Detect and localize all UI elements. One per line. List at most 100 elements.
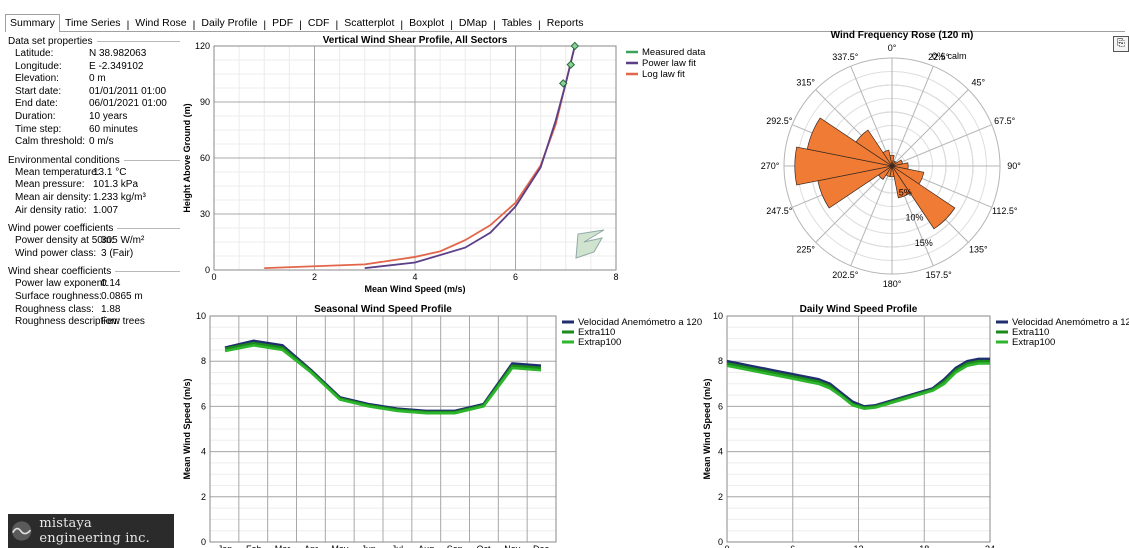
property-row: Calm threshold: 0 m/s: [8, 136, 180, 149]
y-tick-label: 6: [201, 401, 206, 411]
x-tick-label: Aug: [418, 544, 434, 548]
tab-separator: |: [299, 19, 302, 31]
series-line-2: [726, 362, 990, 410]
tab-cdf[interactable]: CDF: [307, 17, 330, 29]
watermark-shape: [575, 229, 605, 259]
legend-label: Power law fit: [642, 58, 696, 69]
y-tick-label: 0: [205, 265, 210, 275]
y-tick-label: 6: [718, 401, 723, 411]
calm-label: 0% calm: [932, 51, 967, 61]
legend-label: Extrap100: [578, 337, 621, 348]
property-row: Mean temperature: 13.1 °C: [8, 167, 180, 180]
property-row: Roughness class: 1.88: [8, 304, 180, 317]
property-row: Duration: 10 years: [8, 111, 180, 124]
plot-border: [209, 315, 557, 543]
x-tick-label: 0: [724, 544, 729, 548]
x-tick-label: 8: [613, 272, 618, 282]
legend-label: Log law fit: [642, 69, 685, 80]
watermark-icon: [575, 229, 605, 259]
rose-spoke: [891, 89, 969, 167]
tab-reports[interactable]: Reports: [546, 17, 584, 29]
property-row: Start date: 01/01/2011 01:00: [8, 86, 180, 99]
property-label: Time step:: [15, 123, 62, 135]
tab-time-series[interactable]: Time Series: [64, 17, 121, 29]
tab-tables[interactable]: Tables: [501, 17, 533, 29]
measured-point: [570, 41, 580, 51]
property-row: Latitude: N 38.982063: [8, 48, 180, 61]
legend-label: Extra110: [578, 327, 615, 338]
property-row: Time step: 60 minutes: [8, 124, 180, 137]
direction-label: 157.5°: [926, 270, 953, 280]
property-row: Mean air density: 1.233 kg/m³: [8, 192, 180, 205]
tab-daily-profile[interactable]: Daily Profile: [201, 17, 258, 29]
legend-label: Extra110: [1012, 327, 1049, 338]
chart-title: Seasonal Wind Speed Profile: [314, 304, 452, 315]
tab-separator: |: [126, 19, 130, 31]
property-label: Latitude:: [15, 48, 54, 59]
y-tick-label: 90: [200, 97, 210, 107]
x-tick-label: 6: [790, 544, 795, 548]
rose-sector: [891, 165, 911, 199]
property-value: 0 m: [89, 73, 106, 85]
tab-scatterplot[interactable]: Scatterplot: [344, 17, 395, 29]
direction-label: 135°: [969, 244, 988, 254]
vertical-shear-chart: Vertical Wind Shear Profile, All Sectors…: [180, 34, 710, 296]
tab-summary[interactable]: Summary: [5, 14, 60, 32]
direction-label: 337.5°: [832, 52, 859, 62]
property-label: Calm threshold:: [15, 136, 86, 148]
y-tick-label: 30: [200, 209, 210, 219]
tab-wind-rose[interactable]: Wind Rose: [135, 17, 187, 29]
summary-panel: Data set properties Latitude: N 38.982063…: [8, 36, 180, 335]
tab-separator: |: [492, 19, 496, 31]
property-row: Mean pressure: 101.3 kPa: [8, 179, 180, 192]
property-label: Roughness class:: [15, 303, 94, 315]
property-label: End date:: [15, 98, 58, 110]
property-label: Duration:: [15, 110, 56, 122]
rose-spoke: [850, 165, 893, 266]
logo-text: mistaya engineering inc.: [39, 516, 150, 546]
rose-sector: [794, 146, 893, 186]
x-tick-label: 18: [919, 544, 929, 548]
property-value: 1.007: [93, 204, 119, 216]
direction-label: 0°: [888, 43, 897, 53]
x-tick-label: Jul: [392, 544, 404, 548]
plot-border: [726, 315, 991, 543]
wind-power-title: Wind power coefficients: [8, 223, 114, 235]
y-tick-label: 8: [718, 356, 723, 366]
property-row: Wind power class: 3 (Fair): [8, 248, 180, 261]
legend-label: Velocidad Anemómetro a 120: [578, 317, 702, 328]
series-line-0: [726, 357, 990, 408]
company-logo: mistaya engineering inc.: [8, 514, 174, 548]
tab-bar: Summary Time Series | Wind Rose | Daily Profi…: [5, 13, 1125, 32]
tab-separator: |: [263, 19, 267, 31]
tab-dmap[interactable]: DMap: [458, 17, 487, 29]
environmental-conditions-title: Environmental conditions: [8, 154, 120, 166]
tab-separator: |: [400, 19, 404, 31]
y-tick-label: 4: [201, 447, 206, 457]
rose-sector: [891, 165, 956, 230]
tab-boxplot[interactable]: Boxplot: [409, 17, 445, 29]
dataset-properties-group: Data set properties Latitude: N 38.982063…: [8, 36, 180, 149]
ring-label: 10%: [905, 213, 923, 223]
x-tick-label: Oct: [477, 544, 492, 548]
direction-label: 90°: [1007, 161, 1021, 171]
x-tick-label: 2: [312, 272, 317, 282]
x-tick-label: Jun: [361, 544, 376, 548]
dataset-properties-title: Data set properties: [8, 36, 93, 47]
y-tick-label: 0: [718, 537, 723, 547]
y-tick-label: 2: [201, 492, 206, 502]
direction-label: 225°: [796, 244, 815, 254]
x-tick-label: Jan: [218, 544, 233, 548]
property-label: Surface roughness:: [15, 290, 102, 302]
direction-label: 45°: [971, 78, 985, 88]
property-label: Power density at 50m:: [15, 235, 114, 247]
copy-chart-icon[interactable]: ⎘: [1113, 36, 1129, 52]
tab-pdf[interactable]: PDF: [272, 17, 294, 29]
wind-shear-group: Wind shear coefficients Power law expone…: [8, 266, 180, 328]
property-value: 3 (Fair): [101, 247, 134, 259]
wind-rose-chart: Wind Frequency Rose (120 m) 0° 22.5° 45° 67.…: [761, 28, 1090, 290]
rose-sector: [855, 129, 893, 167]
x-tick-label: 6: [513, 272, 518, 282]
x-tick-label: Mar: [275, 544, 291, 548]
x-tick-label: 24: [985, 544, 995, 548]
